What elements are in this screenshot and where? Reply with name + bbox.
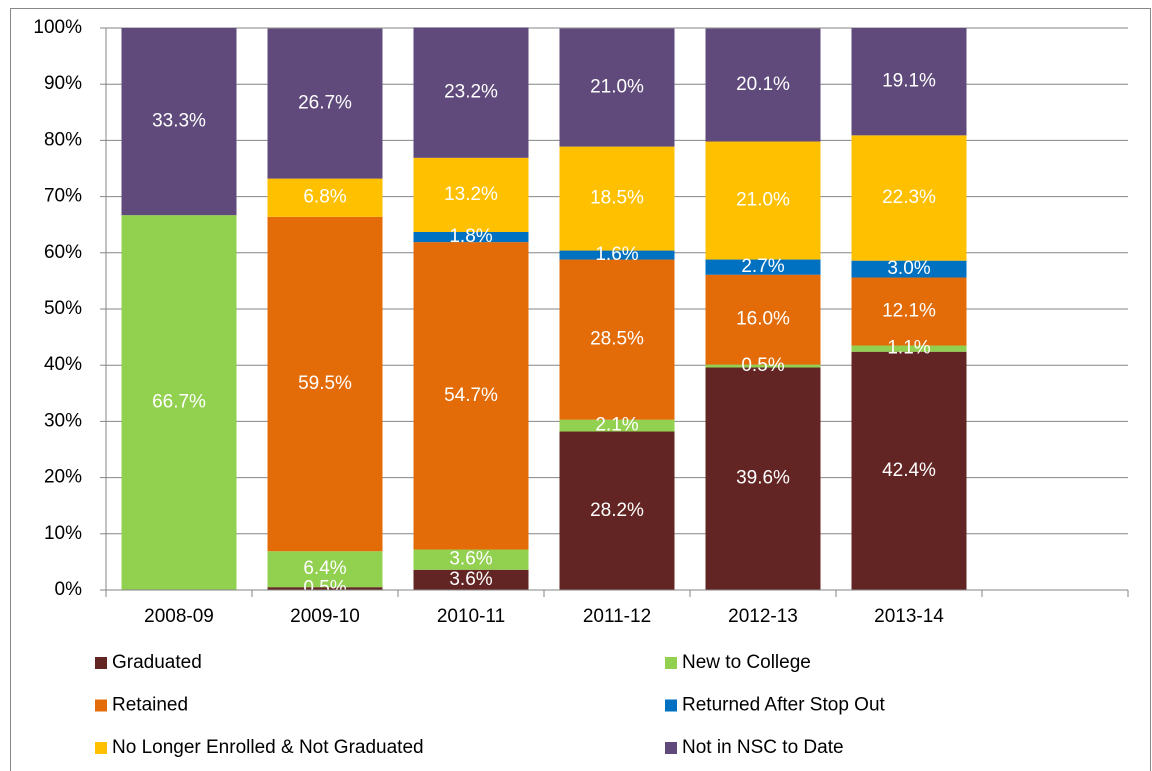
data-label: 28.2% (590, 500, 644, 521)
data-label: 6.8% (303, 187, 346, 208)
bar-segment (851, 28, 967, 136)
x-tick-label: 2012-13 (728, 606, 798, 627)
data-label: 16.0% (736, 309, 790, 330)
legend-swatch (95, 742, 107, 754)
y-tick-label: 60% (44, 242, 82, 263)
bar-segment (851, 260, 967, 278)
legend-label: Retained (112, 695, 188, 716)
data-label: 3.0% (887, 258, 930, 279)
data-label: 42.4% (882, 460, 936, 481)
bar-segment (705, 367, 821, 590)
y-tick-label: 50% (44, 298, 82, 319)
bar-segment (851, 351, 967, 590)
data-label: 2.7% (741, 256, 784, 277)
data-label: 21.0% (736, 190, 790, 211)
legend-swatch (665, 742, 677, 754)
y-tick-label: 40% (44, 354, 82, 375)
x-tick-label: 2013-14 (874, 606, 944, 627)
y-tick-label: 80% (44, 129, 82, 150)
bar-segment (267, 551, 383, 588)
bar-segment (559, 250, 675, 260)
y-tick-label: 90% (44, 73, 82, 94)
data-label: 1.6% (595, 244, 638, 265)
legend-swatch (95, 699, 107, 712)
bar-segment (413, 569, 529, 590)
bar-segment (413, 242, 529, 550)
data-label: 26.7% (298, 93, 352, 114)
data-label: 33.3% (152, 111, 206, 132)
data-label: 2.1% (595, 415, 638, 436)
bar-segment (851, 135, 967, 261)
bar-segment (559, 431, 675, 590)
legend-swatch (95, 657, 107, 669)
data-label: 12.1% (882, 301, 936, 322)
x-tick-label: 2009-10 (290, 606, 360, 627)
data-label: 18.5% (590, 188, 644, 209)
data-label: 66.7% (152, 392, 206, 413)
data-label: 0.5% (741, 355, 784, 376)
data-label: 21.0% (590, 77, 644, 98)
x-tick-label: 2011-12 (583, 606, 651, 627)
bar-segment (267, 28, 383, 179)
data-label: 3.6% (449, 549, 492, 570)
data-label: 20.1% (736, 74, 790, 95)
bar-segment (705, 259, 821, 275)
bar-segment (559, 146, 675, 251)
bar-segment (413, 232, 529, 243)
data-label: 3.6% (449, 569, 492, 590)
bar-segment (559, 419, 675, 432)
bar-segment (413, 549, 529, 570)
y-tick-label: 20% (44, 467, 82, 488)
bar-segment (705, 274, 821, 365)
legend-swatch (665, 657, 677, 669)
data-label: 6.4% (303, 558, 346, 579)
data-label: 1.1% (887, 338, 930, 359)
y-tick-label: 30% (44, 410, 82, 431)
bar-segment (267, 178, 383, 217)
data-label: 0.5% (303, 578, 346, 599)
bar-segment (559, 28, 675, 147)
data-label: 13.2% (444, 184, 498, 205)
bar-segment (705, 141, 821, 260)
legend-label: No Longer Enrolled & Not Graduated (112, 737, 424, 758)
data-label: 23.2% (444, 82, 498, 103)
legend-swatch (665, 699, 677, 712)
y-tick-label: 10% (44, 523, 82, 544)
bar-segment (267, 587, 383, 590)
data-label: 28.5% (590, 329, 644, 350)
bar-segment (559, 259, 675, 420)
legend-label: Graduated (112, 652, 202, 673)
bar-segment (121, 28, 237, 216)
legend-label: New to College (682, 652, 811, 673)
data-label: 39.6% (736, 468, 790, 489)
y-tick-label: 70% (44, 186, 82, 207)
bar-segment (121, 215, 237, 590)
bar-segment (705, 28, 821, 142)
legend-label: Not in NSC to Date (682, 737, 844, 758)
bar-segment (413, 27, 529, 158)
bar-segment (851, 345, 967, 352)
y-tick-label: 100% (33, 17, 82, 38)
x-tick-label: 2008-09 (144, 606, 214, 627)
data-label: 59.5% (298, 373, 352, 394)
data-label: 54.7% (444, 385, 498, 406)
chart-border (10, 8, 1151, 771)
bar-segment (851, 277, 967, 346)
data-label: 1.8% (449, 226, 492, 247)
bar-segment (705, 364, 821, 368)
y-tick-label: 0% (55, 579, 83, 600)
data-label: 19.1% (882, 71, 936, 92)
bar-segment (267, 216, 383, 552)
data-label: 22.3% (882, 187, 936, 208)
x-tick-label: 2010-11 (437, 606, 505, 627)
bar-segment (413, 157, 529, 233)
legend-label: Returned After Stop Out (682, 695, 886, 716)
